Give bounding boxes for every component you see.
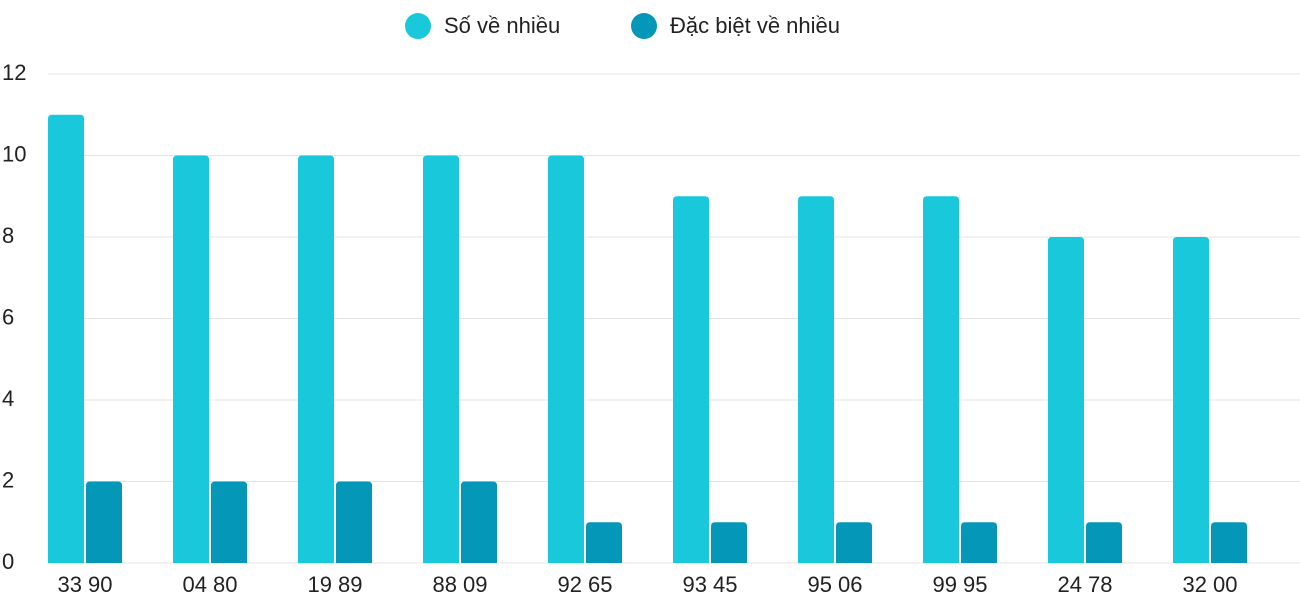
bar xyxy=(211,481,247,563)
x-tick-label: 04 80 xyxy=(182,572,237,597)
y-tick-label: 2 xyxy=(2,467,14,492)
bar xyxy=(548,155,584,563)
bar xyxy=(798,196,834,563)
bar xyxy=(961,522,997,563)
y-tick-label: 4 xyxy=(2,386,14,411)
bar xyxy=(1086,522,1122,563)
x-tick-label: 95 06 xyxy=(807,572,862,597)
bar xyxy=(923,196,959,563)
x-tick-label: 32 00 xyxy=(1182,572,1237,597)
y-tick-label: 10 xyxy=(2,141,26,166)
bar xyxy=(298,155,334,563)
x-tick-label: 92 65 xyxy=(557,572,612,597)
x-tick-label: 33 90 xyxy=(57,572,112,597)
bar xyxy=(86,481,122,563)
bar xyxy=(1048,237,1084,563)
x-tick-label: 93 45 xyxy=(682,572,737,597)
y-tick-label: 0 xyxy=(2,549,14,574)
y-tick-label: 6 xyxy=(2,304,14,329)
y-tick-label: 8 xyxy=(2,223,14,248)
x-tick-label: 19 89 xyxy=(307,572,362,597)
y-tick-label: 12 xyxy=(2,60,26,85)
bar xyxy=(836,522,872,563)
bar xyxy=(423,155,459,563)
bar xyxy=(461,481,497,563)
bar xyxy=(173,155,209,563)
bar xyxy=(1211,522,1247,563)
x-tick-label: 88 09 xyxy=(432,572,487,597)
bar xyxy=(711,522,747,563)
x-tick-label: 99 95 xyxy=(932,572,987,597)
legend-label: Số về nhiều xyxy=(444,13,560,38)
bar xyxy=(673,196,709,563)
bar xyxy=(1173,237,1209,563)
bar xyxy=(48,114,84,563)
bar xyxy=(336,481,372,563)
bar xyxy=(586,522,622,563)
legend-swatch xyxy=(405,13,431,39)
x-tick-label: 24 78 xyxy=(1057,572,1112,597)
legend-swatch xyxy=(631,13,657,39)
legend-label: Đặc biệt về nhiều xyxy=(670,13,840,38)
